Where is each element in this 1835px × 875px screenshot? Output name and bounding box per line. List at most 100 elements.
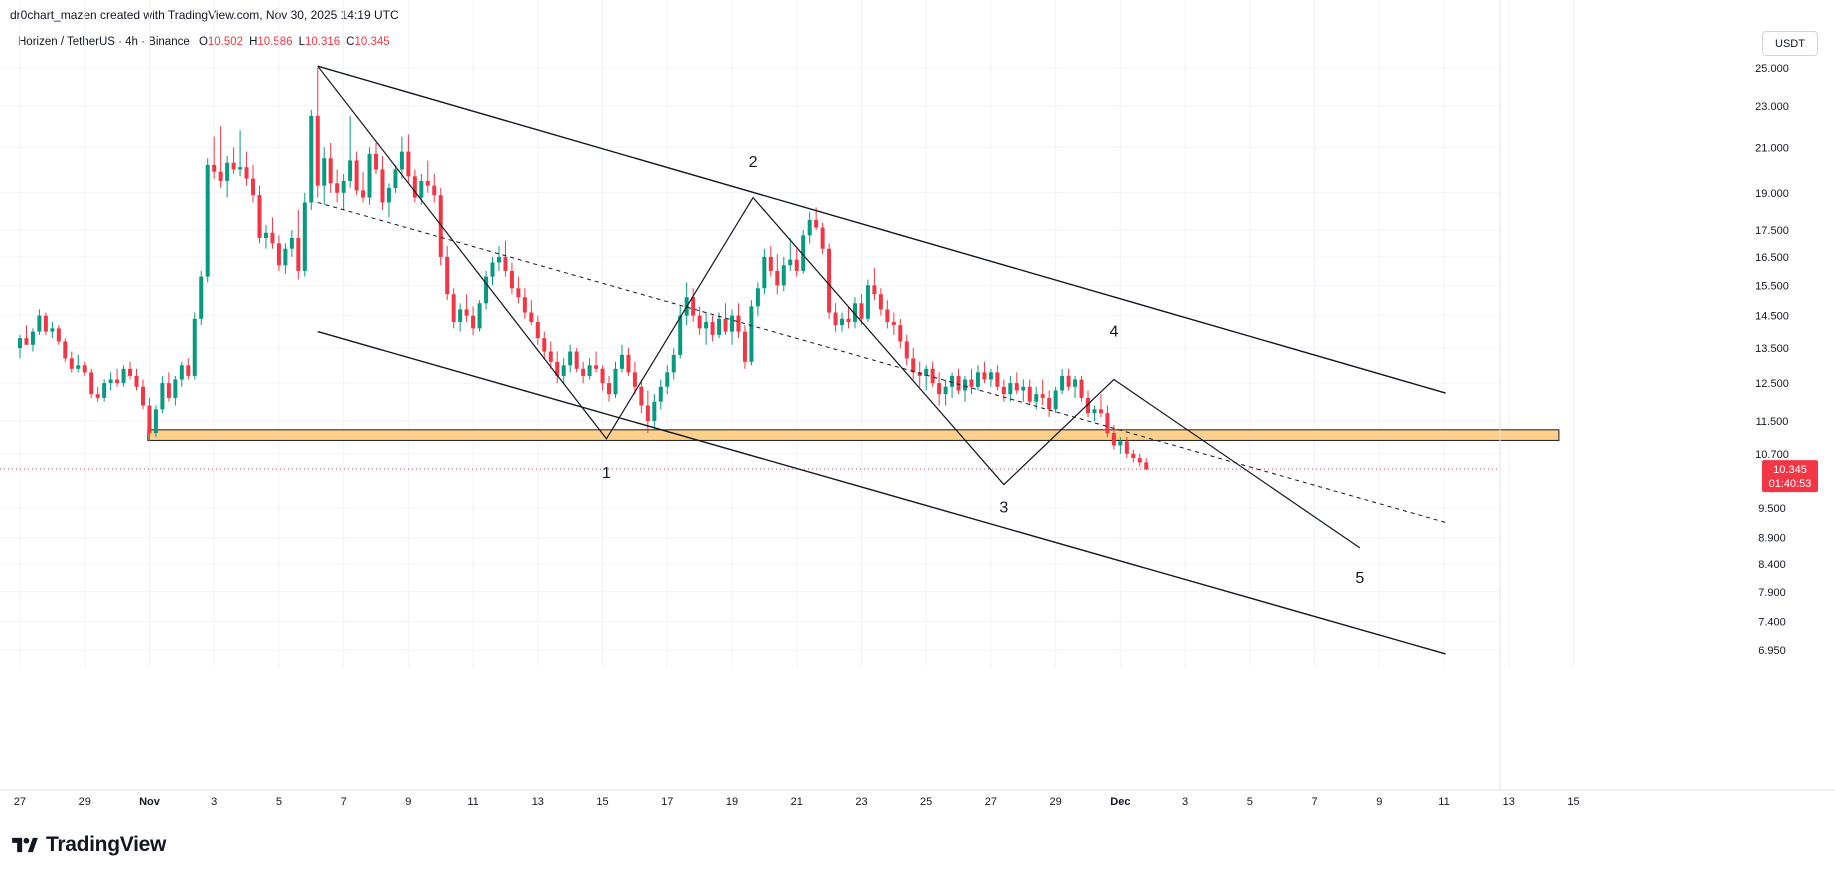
x-tick-label: 23 (855, 796, 867, 808)
candle-body (134, 375, 139, 387)
x-tick-label: 5 (276, 796, 282, 808)
candle-body (930, 368, 935, 384)
candle (852, 297, 857, 329)
candle-body (691, 297, 696, 316)
candle-body (192, 318, 197, 376)
candle-body (768, 256, 773, 271)
candle (302, 192, 307, 277)
candle (341, 174, 346, 210)
candle (503, 240, 508, 277)
candle (76, 354, 81, 373)
candle (166, 372, 171, 402)
candle-body (173, 379, 178, 398)
candle-body (225, 162, 230, 181)
candle (289, 230, 294, 257)
candle-body (1021, 386, 1026, 391)
candle (865, 279, 870, 322)
candle-body (89, 372, 94, 395)
brand-name: TradingView (46, 833, 167, 856)
candle-body (24, 338, 29, 345)
x-tick-label: 29 (1050, 796, 1062, 808)
candle-body (1124, 441, 1129, 454)
candle-body (1027, 386, 1032, 402)
y-tick-label: 10.700 (1755, 449, 1789, 461)
candle (1131, 449, 1136, 463)
candle-body (205, 164, 210, 277)
candle-body (917, 372, 922, 376)
candle (1047, 390, 1052, 418)
candle (218, 126, 223, 189)
candle-body (1105, 413, 1110, 434)
drawing-layer: 1 2 3 4 5 (317, 65, 1446, 655)
tradingview-logo[interactable]: TradingView (10, 833, 166, 857)
candle (1092, 405, 1097, 422)
candle-body (730, 315, 734, 332)
y-tick-label: 14.500 (1755, 311, 1789, 323)
support-zone (147, 429, 1560, 441)
candle-body (257, 195, 262, 239)
candle-body (723, 318, 728, 332)
y-tick-label: 23.000 (1755, 101, 1789, 113)
currency-selector[interactable]: USDT (1762, 31, 1818, 56)
candle-body (115, 379, 120, 384)
candle (1014, 372, 1019, 395)
candle-body (386, 188, 391, 203)
candle (24, 325, 29, 345)
candle-body (140, 386, 145, 406)
candle-body (1137, 458, 1142, 463)
candle-body (988, 372, 993, 380)
candle-body (1040, 394, 1045, 398)
candle-body (432, 185, 437, 196)
candle-body (872, 285, 877, 295)
candle-body (535, 321, 540, 339)
x-tick-label: 9 (405, 796, 411, 808)
candle (432, 174, 437, 203)
candle (296, 209, 301, 280)
axis-layer: 25.000 23.000 21.000 19.000 17.500 16.500 15.5… (0, 0, 1835, 808)
x-tick-label: 5 (1247, 796, 1253, 808)
candle (69, 351, 74, 373)
candle (134, 368, 139, 391)
candle-body (490, 262, 495, 277)
candle (781, 256, 786, 292)
candle-body (943, 386, 948, 395)
x-tick-label: 15 (1567, 796, 1579, 808)
y-tick-label: 19.000 (1755, 188, 1789, 200)
candle (121, 365, 126, 387)
candle-body (891, 321, 896, 326)
candle-body (1053, 390, 1058, 410)
candle (328, 142, 333, 193)
candle (749, 300, 754, 366)
candle-body (1144, 462, 1149, 470)
candle-body (1073, 379, 1078, 387)
candle (56, 325, 61, 345)
candle-body (600, 368, 605, 384)
candle (846, 306, 851, 329)
x-tick-label: 7 (341, 796, 347, 808)
candle (522, 288, 527, 319)
candle-body (335, 183, 340, 193)
candle-body (419, 180, 424, 198)
tradingview-logo-icon (12, 837, 38, 853)
candle (509, 262, 514, 295)
grid-layer (0, 0, 1574, 668)
x-tick-label: 13 (532, 796, 544, 808)
candle-layer (18, 68, 1149, 471)
candle (859, 294, 864, 326)
candle (1001, 379, 1006, 402)
y-tick-label: 6.950 (1758, 645, 1786, 657)
candle (315, 68, 320, 198)
candle (231, 147, 236, 175)
candle-body (542, 338, 547, 352)
candle-body (652, 401, 657, 422)
candle (102, 379, 107, 402)
candle-body (147, 405, 152, 434)
candle-body (503, 256, 508, 271)
candle (963, 375, 968, 402)
wave-label-3: 3 (999, 500, 1008, 517)
candle (988, 368, 993, 387)
candle (632, 361, 637, 395)
candle-body (581, 368, 586, 376)
y-tick-label: 13.500 (1755, 343, 1789, 355)
